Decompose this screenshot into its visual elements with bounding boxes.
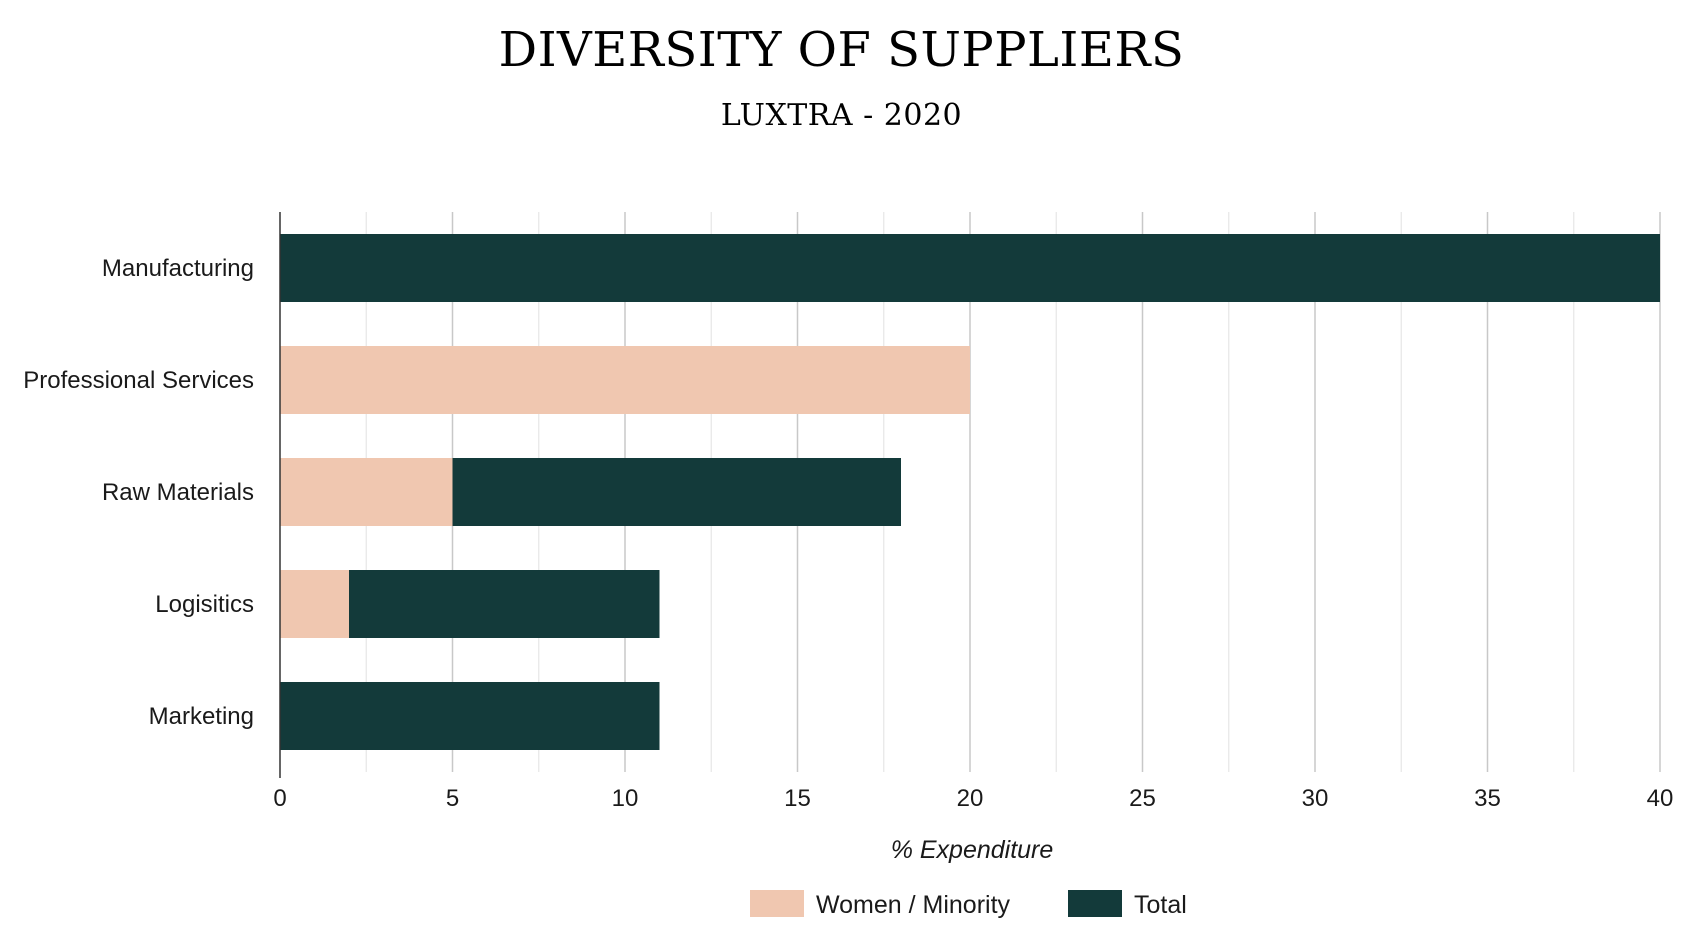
x-tick-label: 30 <box>1302 785 1329 812</box>
x-tick-label: 5 <box>446 785 459 812</box>
x-tick-label: 25 <box>1129 785 1156 812</box>
x-tick-label: 20 <box>957 785 984 812</box>
legend-swatch <box>750 890 804 917</box>
axis-labels: Manufacturing Professional Services Raw Ma… <box>23 255 1673 812</box>
category-label: Raw Materials <box>102 479 254 506</box>
legend-swatch <box>1068 890 1122 917</box>
bar-women-minority <box>280 346 970 414</box>
legend: Women / Minority Total <box>750 890 1187 919</box>
legend-label: Women / Minority <box>816 891 1011 919</box>
category-label: Professional Services <box>23 367 254 394</box>
bar-total <box>452 458 901 526</box>
bar-women-minority <box>280 458 453 526</box>
bar-total <box>349 570 660 638</box>
x-tick-label: 35 <box>1474 785 1501 812</box>
category-label: Marketing <box>149 703 254 730</box>
x-tick-label: 15 <box>784 785 811 812</box>
x-tick-label: 10 <box>612 785 639 812</box>
category-label: Manufacturing <box>102 255 254 282</box>
bar-total <box>280 234 1660 302</box>
category-label: Logisitics <box>155 591 254 618</box>
chart-title: DIVERSITY OF SUPPLIERS <box>498 22 1185 78</box>
bars <box>280 234 1660 750</box>
x-tick-label: 40 <box>1647 785 1674 812</box>
bar-women-minority <box>280 570 349 638</box>
bar-total <box>280 682 660 750</box>
chart-subtitle: LUXTRA - 2020 <box>720 98 963 133</box>
legend-label: Total <box>1134 891 1187 919</box>
x-tick-label: 0 <box>273 785 286 812</box>
x-axis-title: % Expenditure <box>891 836 1054 864</box>
